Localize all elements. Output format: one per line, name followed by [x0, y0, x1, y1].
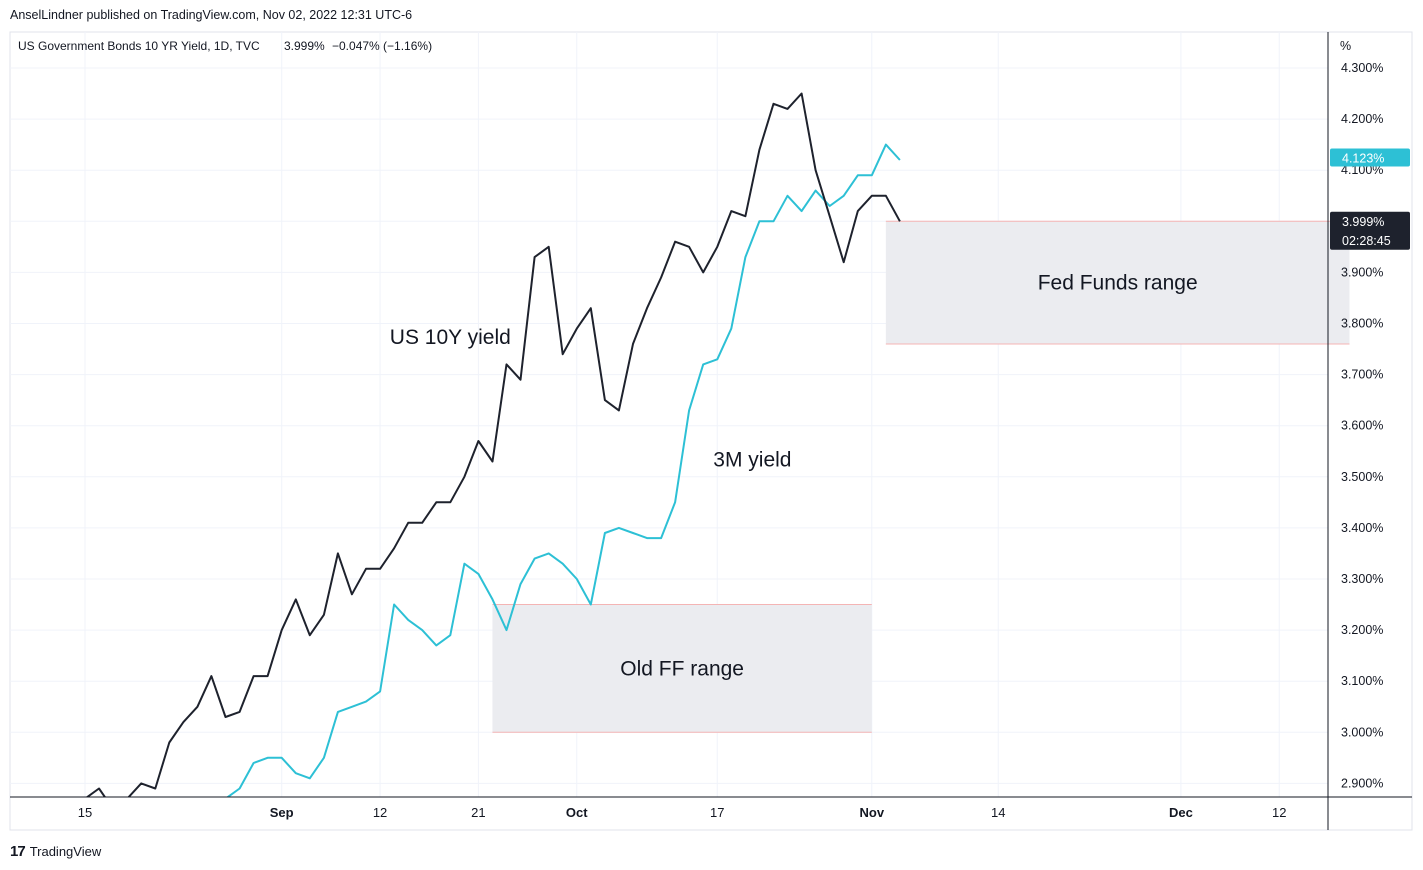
- y-tick-label: 3.200%: [1341, 623, 1383, 637]
- tradingview-logo-icon: 17: [10, 843, 26, 860]
- x-tick-label: Oct: [566, 805, 588, 820]
- series-line-us10y: [85, 92, 901, 797]
- series-lines: [85, 92, 901, 797]
- y-tick-label: 3.900%: [1341, 265, 1383, 279]
- tradingview-logo[interactable]: 17 TradingView: [10, 843, 101, 860]
- y-tick-label: 3.100%: [1341, 674, 1383, 688]
- series-line-us3m: [226, 143, 901, 797]
- x-tick-label: 21: [471, 805, 485, 820]
- y-tick-label: 4.100%: [1341, 163, 1383, 177]
- legend-symbol: US Government Bonds 10 YR Yield, 1D, TVC: [18, 39, 260, 53]
- y-tick-label: 3.800%: [1341, 317, 1383, 331]
- y-tick-label: 3.600%: [1341, 419, 1383, 433]
- y-tick-label: 2.900%: [1341, 776, 1383, 790]
- series-label: 3M yield: [713, 449, 791, 472]
- y-tick-label: 3.700%: [1341, 368, 1383, 382]
- series-label: US 10Y yield: [390, 326, 511, 349]
- x-tick-label: 15: [78, 805, 92, 820]
- price-tag-us10y: [1330, 211, 1410, 250]
- price-tag-us3m: [1330, 148, 1410, 167]
- x-tick-label: 17: [710, 805, 724, 820]
- axis-layer: 2.900% 3.000% 3.100% 3.200% 3.300% 3.400% 3.50…: [10, 32, 1412, 830]
- range-box-label: Old FF range: [620, 657, 744, 680]
- y-tick-label: 3.300%: [1341, 572, 1383, 586]
- price-tag-value: 3.999%: [1342, 215, 1384, 229]
- chart-frame: [9, 31, 1413, 831]
- x-tick-label: 12: [1272, 805, 1286, 820]
- annotation-layer: US 10Y yield 3M yield Fed Funds range Old F…: [390, 272, 1198, 681]
- range-box: [885, 221, 1350, 344]
- x-tick-label: Dec: [1169, 805, 1193, 820]
- price-tag-value: 4.123%: [1342, 151, 1384, 165]
- publish-header: AnselLindner published on TradingView.co…: [10, 8, 413, 22]
- legend-change: −0.047% (−1.16%): [332, 39, 432, 53]
- y-tick-label: 3.500%: [1341, 470, 1383, 484]
- y-tick-label: 3.000%: [1341, 725, 1383, 739]
- x-tick-label: 12: [373, 805, 387, 820]
- x-tick-label: Nov: [860, 805, 885, 820]
- y-unit-label: %: [1340, 39, 1351, 53]
- y-tick-label: 4.300%: [1341, 61, 1383, 75]
- legend-last-value: 3.999%: [284, 39, 325, 53]
- x-tick-label: 14: [991, 805, 1005, 820]
- y-tick-label: 3.400%: [1341, 521, 1383, 535]
- range-box: [492, 604, 872, 733]
- range-box-label: Fed Funds range: [1038, 272, 1198, 295]
- bar-countdown: 02:28:45: [1342, 234, 1391, 248]
- y-tick-label: 4.200%: [1341, 112, 1383, 126]
- x-tick-label: Sep: [270, 805, 294, 820]
- footer-brand: TradingView: [29, 844, 102, 859]
- range-boxes: [492, 220, 1350, 733]
